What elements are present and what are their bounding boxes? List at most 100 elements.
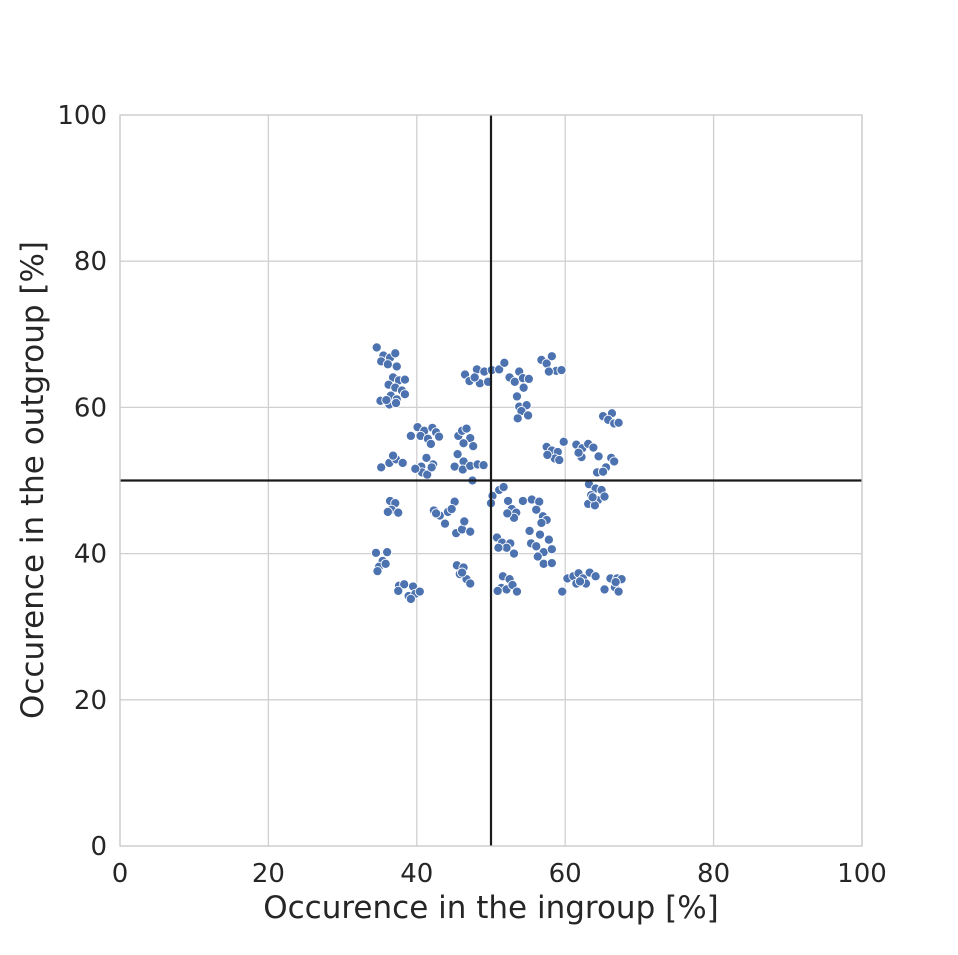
data-point [452, 449, 463, 460]
data-point [554, 454, 565, 466]
data-point [380, 558, 391, 569]
data-point [610, 577, 621, 588]
data-point [391, 361, 402, 372]
y-tick-label: 80 [74, 247, 107, 277]
data-point [431, 508, 442, 519]
data-point [531, 541, 542, 552]
data-point [382, 506, 393, 517]
data-point [425, 438, 436, 450]
data-points [370, 342, 627, 604]
data-point [371, 342, 382, 353]
data-point [393, 507, 404, 518]
data-point [381, 395, 392, 406]
data-point [494, 364, 505, 375]
data-point [405, 430, 416, 441]
data-point [468, 441, 479, 452]
data-point [518, 382, 529, 393]
data-point [546, 544, 557, 555]
data-point [517, 495, 528, 507]
data-point [524, 525, 535, 536]
y-tick-label: 100 [57, 101, 107, 131]
data-point [422, 469, 433, 480]
x-tick-label: 40 [400, 859, 433, 889]
data-point [469, 372, 480, 383]
data-point [376, 462, 387, 473]
data-point [478, 460, 489, 471]
data-point [434, 431, 445, 442]
data-point [543, 534, 554, 545]
data-point [597, 466, 609, 477]
data-point [465, 578, 476, 589]
data-point [399, 374, 410, 385]
data-point [542, 449, 553, 460]
data-point [426, 462, 437, 473]
data-point [397, 457, 408, 469]
data-point [421, 452, 432, 463]
data-point [546, 351, 557, 362]
data-point [531, 504, 542, 515]
data-point [414, 586, 425, 597]
data-point [502, 508, 513, 519]
axes-frame [119, 114, 863, 847]
x-tick-label: 100 [837, 859, 887, 889]
y-axis-label: Occurence in the outgroup [%] [15, 241, 51, 719]
data-point [609, 456, 620, 467]
data-point [370, 547, 382, 558]
data-point [599, 491, 610, 502]
data-point [509, 376, 520, 387]
data-point [587, 492, 598, 503]
data-point [457, 567, 468, 578]
data-point [557, 586, 568, 597]
data-point [508, 548, 520, 559]
data-point [372, 566, 383, 577]
data-point [573, 447, 584, 458]
data-point [556, 365, 567, 376]
x-tick-label: 20 [252, 859, 285, 889]
data-point [493, 542, 504, 553]
data-point [599, 584, 610, 595]
data-point [503, 495, 514, 507]
data-point [558, 436, 569, 447]
data-point [593, 451, 604, 462]
data-point [613, 586, 624, 597]
data-point [613, 417, 624, 428]
data-point [382, 359, 393, 370]
data-point [534, 529, 546, 540]
data-point [465, 526, 476, 537]
data-point [523, 410, 534, 421]
data-point [390, 397, 402, 409]
data-point [543, 366, 554, 377]
reference-lines [120, 115, 862, 846]
data-point [536, 517, 547, 528]
data-point [523, 373, 534, 384]
data-point [546, 558, 557, 569]
data-point [511, 586, 523, 597]
x-tick-labels: 0 20 40 60 80 100 [112, 859, 887, 889]
data-point [574, 576, 586, 587]
data-point [512, 413, 523, 424]
y-tick-label: 40 [74, 540, 107, 570]
data-point [499, 357, 510, 368]
data-point [399, 389, 410, 400]
data-point [410, 463, 421, 474]
y-tick-label: 0 [90, 832, 107, 862]
data-point [511, 391, 523, 402]
data-point [382, 547, 393, 558]
y-tick-label: 60 [74, 393, 107, 423]
x-tick-label: 60 [549, 859, 582, 889]
data-point [590, 571, 601, 582]
data-point [439, 518, 451, 529]
data-point [532, 551, 543, 562]
data-point [498, 482, 509, 493]
data-point [459, 516, 470, 527]
data-point [458, 438, 469, 449]
y-tick-label: 20 [74, 686, 107, 716]
data-point [405, 593, 416, 604]
data-point [446, 503, 457, 515]
x-tick-label: 0 [112, 859, 129, 889]
data-point [588, 442, 599, 453]
data-point [393, 585, 404, 596]
